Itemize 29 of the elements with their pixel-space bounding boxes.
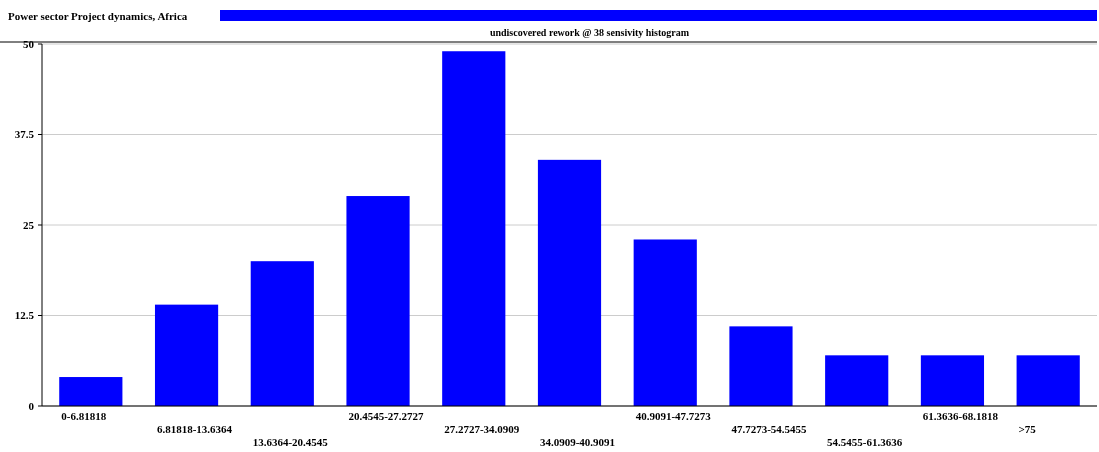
bar <box>633 239 697 406</box>
bar <box>920 355 985 406</box>
x-tick-label: 27.2727-34.0909 <box>444 423 520 435</box>
bar <box>825 355 889 406</box>
x-tick-label: 6.81818-13.6364 <box>156 423 233 435</box>
bar <box>154 304 219 406</box>
bar <box>442 51 506 406</box>
chart-subtitle: undiscovered rework @ 38 sensivity histogram <box>489 27 690 38</box>
bar <box>346 196 410 406</box>
x-tick-label: 61.3636-68.1818 <box>922 410 999 422</box>
x-tick-label: 20.4545-27.2727 <box>348 410 425 422</box>
y-tick-label: 25 <box>23 218 35 231</box>
bar <box>537 159 602 406</box>
y-tick-label: 37.5 <box>14 128 35 141</box>
bar <box>729 326 793 406</box>
y-tick-label: 50 <box>23 37 35 50</box>
x-tick-label: 0-6.81818 <box>61 410 107 422</box>
x-tick-label: 40.9091-47.7273 <box>635 410 712 422</box>
x-tick-label: 54.5455-61.3636 <box>827 436 903 448</box>
y-tick-label: 0 <box>28 399 35 412</box>
bar <box>250 261 314 406</box>
bar <box>59 377 123 406</box>
bar <box>1016 355 1080 406</box>
x-tick-label: >75 <box>1018 423 1037 435</box>
x-tick-label: 13.6364-20.4545 <box>252 436 329 448</box>
chart-title: Power sector Project dynamics, Africa <box>8 10 188 22</box>
x-tick-label: 47.7273-54.5455 <box>731 423 808 435</box>
x-tick-label: 34.0909-40.9091 <box>539 436 616 448</box>
y-tick-label: 12.5 <box>14 309 35 322</box>
